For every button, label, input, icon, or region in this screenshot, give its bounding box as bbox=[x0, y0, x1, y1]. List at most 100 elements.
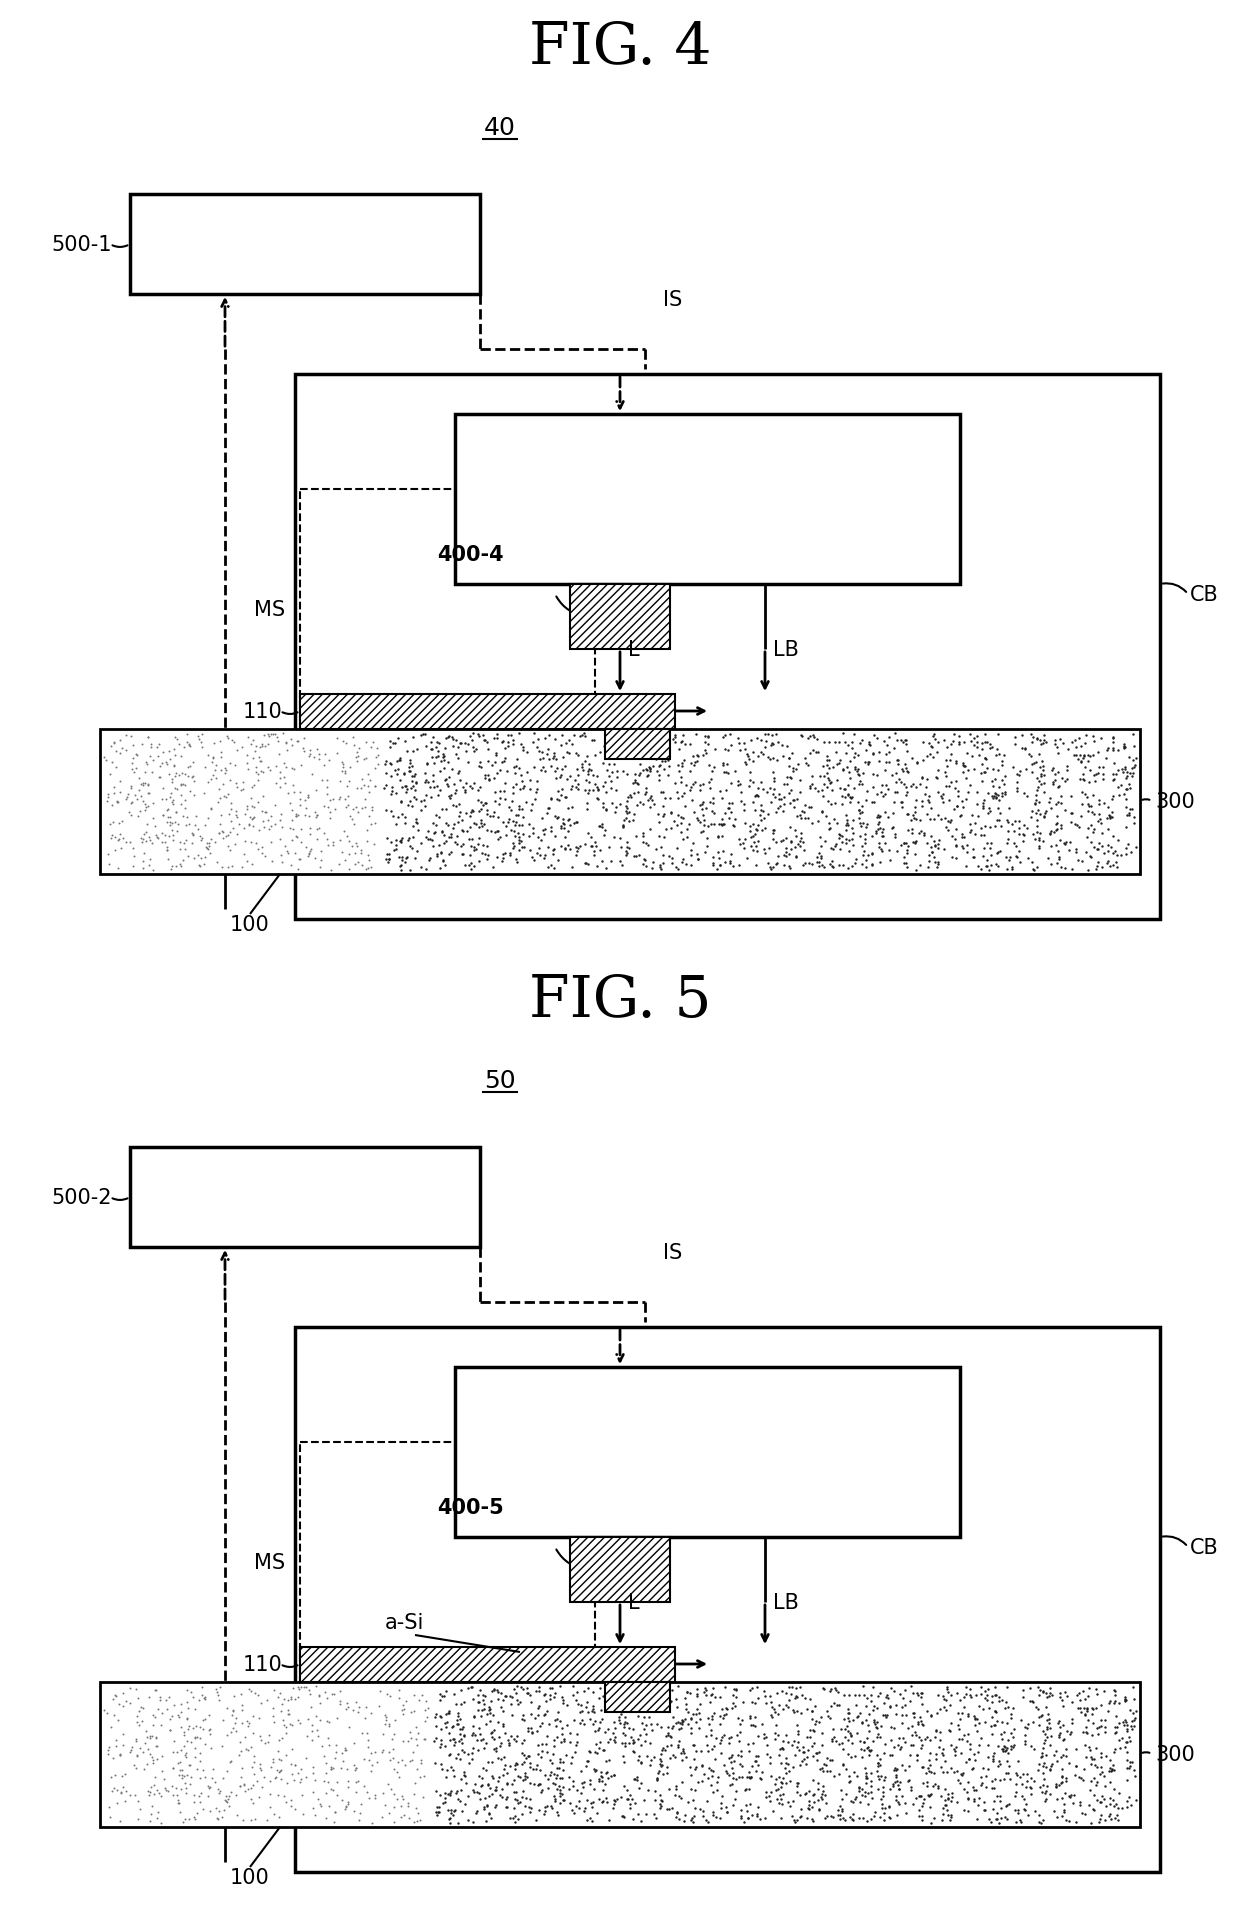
Point bbox=[830, 1758, 849, 1789]
Point bbox=[816, 1789, 836, 1819]
Point bbox=[138, 770, 157, 800]
Point bbox=[935, 804, 955, 834]
Point bbox=[435, 1777, 455, 1808]
Point bbox=[949, 1724, 968, 1755]
Point bbox=[260, 1779, 280, 1810]
Point bbox=[1055, 794, 1075, 825]
Point bbox=[863, 758, 883, 789]
Point bbox=[996, 842, 1016, 872]
Point bbox=[512, 1749, 532, 1779]
Point bbox=[842, 813, 862, 844]
Text: 400-5: 400-5 bbox=[436, 1497, 503, 1516]
Point bbox=[822, 775, 842, 806]
Point bbox=[641, 1714, 661, 1745]
Point bbox=[449, 802, 469, 832]
Point bbox=[967, 732, 987, 762]
Point bbox=[856, 852, 875, 882]
Point bbox=[1002, 810, 1022, 840]
Point bbox=[1037, 1705, 1056, 1735]
Point bbox=[1120, 1695, 1140, 1726]
Point bbox=[1004, 829, 1024, 859]
Point bbox=[744, 834, 764, 865]
Point bbox=[764, 758, 784, 789]
Point bbox=[785, 832, 805, 863]
Point bbox=[177, 840, 197, 871]
Point bbox=[281, 1785, 301, 1815]
Point bbox=[407, 1755, 427, 1785]
Point bbox=[818, 787, 838, 817]
Point bbox=[308, 825, 327, 855]
Point bbox=[662, 1793, 682, 1823]
Point bbox=[477, 844, 497, 874]
Point bbox=[346, 1688, 366, 1718]
Point bbox=[1047, 1745, 1066, 1775]
Point bbox=[156, 1686, 176, 1716]
Point bbox=[864, 1796, 884, 1827]
Point bbox=[289, 1758, 309, 1789]
Point bbox=[322, 1678, 342, 1709]
Point bbox=[965, 1703, 985, 1734]
Point bbox=[1095, 1804, 1115, 1835]
Point bbox=[683, 1808, 703, 1838]
Point bbox=[1074, 1716, 1094, 1747]
Point bbox=[337, 772, 357, 802]
Point bbox=[357, 1718, 377, 1749]
Point bbox=[1117, 1785, 1137, 1815]
Point bbox=[122, 773, 141, 804]
Point bbox=[532, 825, 552, 855]
Point bbox=[162, 1701, 182, 1732]
Point bbox=[196, 842, 216, 872]
Point bbox=[1118, 770, 1138, 800]
Point bbox=[897, 726, 916, 756]
Point bbox=[434, 829, 454, 859]
Point bbox=[247, 732, 267, 762]
Point bbox=[1084, 800, 1104, 831]
Point bbox=[1066, 838, 1086, 869]
Point bbox=[670, 1707, 689, 1737]
Point bbox=[440, 1802, 460, 1833]
Point bbox=[366, 1737, 386, 1768]
Point bbox=[936, 745, 956, 775]
Point bbox=[480, 1694, 500, 1724]
Point bbox=[818, 1701, 838, 1732]
Point bbox=[241, 1785, 260, 1815]
Point bbox=[521, 796, 541, 827]
Point bbox=[1014, 810, 1034, 840]
Point bbox=[1058, 754, 1078, 785]
Point bbox=[495, 770, 515, 800]
Point bbox=[221, 1716, 241, 1747]
Point bbox=[303, 1751, 322, 1781]
Point bbox=[167, 773, 187, 804]
Point bbox=[332, 1785, 352, 1815]
Point bbox=[823, 1714, 843, 1745]
Point bbox=[656, 1722, 676, 1753]
Point bbox=[258, 806, 278, 836]
Point bbox=[906, 1739, 926, 1770]
Point bbox=[760, 1785, 780, 1815]
Point bbox=[1068, 745, 1087, 775]
Point bbox=[997, 1732, 1017, 1762]
Point bbox=[110, 739, 130, 770]
Point bbox=[611, 1671, 631, 1701]
Point bbox=[986, 779, 1006, 810]
Point bbox=[816, 800, 836, 831]
Point bbox=[986, 850, 1006, 880]
Point bbox=[1074, 766, 1094, 796]
Point bbox=[404, 1806, 424, 1836]
Point bbox=[715, 1673, 735, 1703]
Point bbox=[439, 823, 459, 853]
Point bbox=[263, 1694, 283, 1724]
Point bbox=[952, 819, 972, 850]
Point bbox=[804, 1779, 823, 1810]
Point bbox=[463, 1718, 482, 1749]
Point bbox=[620, 1793, 640, 1823]
Point bbox=[430, 1678, 450, 1709]
Point bbox=[804, 1714, 823, 1745]
Point bbox=[718, 1758, 738, 1789]
Point bbox=[285, 821, 305, 852]
Point bbox=[972, 1768, 992, 1798]
Point bbox=[446, 821, 466, 852]
Point bbox=[522, 1716, 542, 1747]
Point bbox=[611, 1699, 631, 1730]
Point bbox=[604, 1785, 624, 1815]
